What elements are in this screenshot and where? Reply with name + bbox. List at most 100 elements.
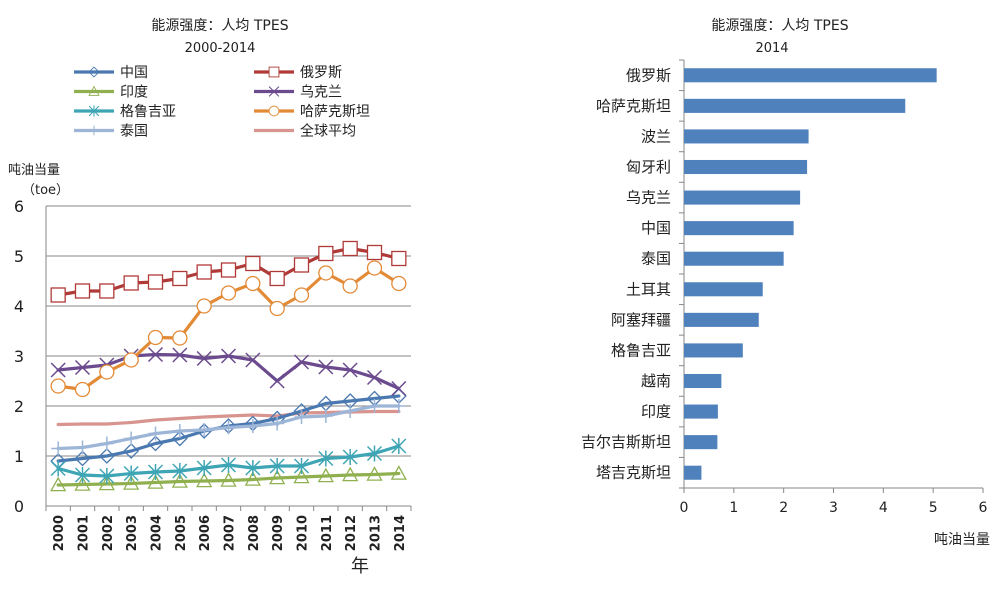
data-point	[391, 380, 407, 397]
data-point	[245, 255, 261, 272]
legend-label: 全球平均	[300, 123, 356, 140]
data-point	[366, 244, 383, 261]
bar	[684, 68, 937, 83]
data-point	[147, 474, 164, 489]
data-point	[269, 270, 285, 287]
data-point	[172, 424, 187, 438]
bar	[684, 282, 763, 297]
data-point	[293, 458, 310, 474]
x-tick-label: 2003	[125, 515, 140, 551]
x-tick-label: 2008	[247, 515, 262, 551]
x-tick-label: 2006	[198, 515, 213, 551]
bar	[684, 404, 718, 419]
bar-category-label: 吉尔吉斯斯坦	[581, 433, 671, 451]
y-axis-unit: （toe）	[22, 183, 69, 198]
legend-label: 中国	[120, 65, 148, 81]
data-point	[269, 458, 285, 474]
data-point	[391, 275, 407, 292]
bar-category-label: 匈牙利	[626, 158, 671, 176]
x-tick-label: 2012	[344, 515, 359, 551]
data-point	[74, 359, 91, 376]
data-point	[75, 440, 90, 455]
data-point	[123, 352, 139, 368]
line-chart-x-ticks: 2000 2001 2002 2003 2004 2005 2006 2007 2008 2009…	[45, 506, 412, 551]
legend-label: 俄罗斯	[300, 65, 342, 81]
bar-chart-category-labels: 俄罗斯哈萨克斯坦波兰匈牙利乌克兰中国泰国土耳其阿塞拜疆格鲁吉亚越南印度吉尔吉斯斯…	[581, 66, 671, 481]
data-point	[220, 348, 237, 364]
legend-marker	[89, 125, 99, 136]
data-point	[98, 475, 115, 491]
data-point	[391, 250, 407, 267]
bar-x-tick-label: 1	[729, 500, 738, 516]
data-point	[123, 475, 140, 490]
x-tick-label: 2014	[393, 515, 408, 551]
data-point	[74, 381, 91, 398]
data-point	[50, 362, 66, 378]
bar-chart-x-ticks: 0 1 2 3 4 5 6	[680, 488, 988, 516]
bar-category-label: 越南	[641, 372, 671, 390]
bar	[684, 373, 722, 389]
data-point	[74, 283, 91, 299]
bar-category-label: 印度	[641, 403, 671, 421]
data-point	[293, 354, 310, 370]
data-point	[50, 476, 67, 492]
data-point	[99, 364, 115, 380]
data-point	[51, 441, 66, 456]
data-point	[244, 471, 261, 486]
legend-label: 格鲁吉亚	[120, 104, 176, 120]
data-point	[147, 346, 164, 363]
legend-marker	[268, 66, 280, 78]
data-point	[50, 287, 66, 303]
legend-marker	[268, 105, 280, 117]
data-point	[124, 431, 139, 446]
bar-category-label: 波兰	[641, 127, 671, 145]
bar-chart-title: 能源强度：人均 TPES	[711, 18, 848, 34]
y-tick-label: 1	[14, 447, 24, 466]
bar-category-label: 格鲁吉亚	[611, 341, 671, 359]
data-point	[366, 466, 383, 481]
data-point	[123, 275, 139, 291]
data-point	[147, 464, 164, 480]
data-point	[99, 468, 115, 484]
legend-item-kazakhstan: 哈萨克斯坦	[254, 104, 370, 120]
x-axis-label: 年	[351, 556, 369, 577]
bar-category-label: 哈萨克斯坦	[596, 97, 671, 115]
legend-item-ukraine: 乌克兰	[254, 85, 342, 101]
data-point	[196, 472, 213, 488]
data-point	[171, 430, 188, 447]
data-point	[366, 369, 383, 386]
x-tick-label: 2001	[77, 515, 92, 551]
bar-x-tick-label: 2	[779, 500, 788, 516]
bar-chart: 能源强度：人均 TPES 2014 俄罗斯哈萨克斯坦波兰匈牙利乌克兰中国泰国土耳…	[581, 18, 990, 548]
bar	[684, 343, 743, 358]
data-point	[196, 264, 212, 280]
data-point	[343, 404, 358, 418]
data-point	[196, 298, 212, 314]
data-point	[197, 423, 212, 437]
data-point	[269, 300, 285, 317]
data-point	[172, 347, 188, 363]
data-point	[318, 265, 334, 281]
data-point	[123, 465, 139, 482]
data-point	[342, 466, 359, 482]
data-point	[245, 460, 261, 476]
line-chart-title: 能源强度：人均 TPES	[151, 18, 288, 34]
data-point	[50, 378, 66, 394]
x-tick-label: 2009	[271, 515, 286, 551]
data-point	[220, 285, 237, 301]
legend-item-china: 中国	[74, 65, 148, 81]
bar	[684, 221, 794, 236]
legend-label: 泰国	[120, 124, 148, 140]
bar	[684, 435, 718, 450]
legend-item-india: 印度	[74, 85, 148, 101]
data-point	[342, 449, 358, 465]
data-point	[342, 362, 358, 378]
data-point	[196, 350, 212, 367]
data-point	[391, 399, 406, 413]
data-point	[98, 448, 115, 464]
bar-category-label: 泰国	[641, 250, 671, 268]
data-point	[294, 410, 309, 424]
bar-category-label: 俄罗斯	[626, 66, 671, 84]
bar	[684, 312, 759, 327]
